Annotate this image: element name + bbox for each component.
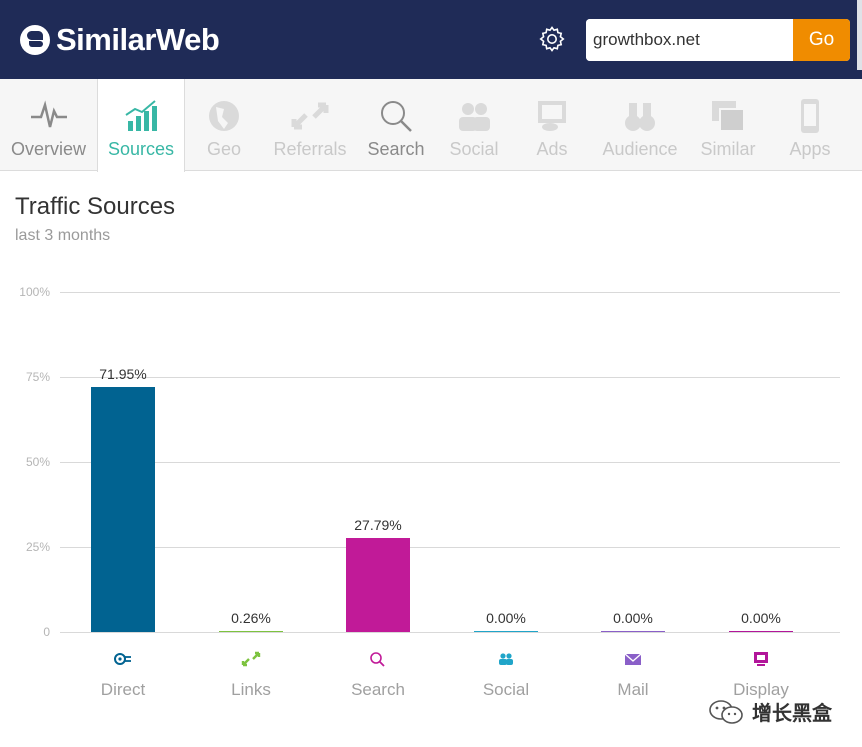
logo-mark-icon: [20, 25, 50, 55]
phone-icon: [801, 99, 819, 133]
gridline: [60, 547, 840, 548]
category-label: Links: [231, 680, 271, 699]
tab-label: Geo: [206, 139, 242, 159]
go-button[interactable]: Go: [793, 19, 850, 61]
tab-apps[interactable]: Apps: [767, 79, 853, 171]
traffic-sources-chart: 100% 75% 50% 25% 0 71.95% Direct 0.26% Links 27.7…: [0, 270, 862, 710]
tab-audience[interactable]: Audience: [591, 79, 689, 171]
y-tick-label: 75%: [25, 370, 50, 384]
tab-label: Sources: [107, 139, 175, 159]
tab-referrals[interactable]: Referrals: [263, 79, 357, 171]
tab-sources[interactable]: Sources: [97, 79, 185, 172]
display-icon: [751, 651, 771, 667]
similarweb-logo[interactable]: SimilarWeb: [20, 22, 220, 58]
tab-label: Audience: [602, 139, 678, 159]
direct-icon: [113, 651, 133, 667]
binoculars-icon: [625, 103, 655, 131]
domain-search: Go: [586, 19, 850, 61]
bar-display[interactable]: [729, 631, 793, 632]
globe-icon: [209, 101, 239, 131]
social-icon: [496, 651, 516, 667]
section-title: Traffic Sources: [15, 193, 176, 220]
bar-search[interactable]: [346, 537, 410, 632]
gear-icon[interactable]: [538, 25, 566, 53]
tab-social[interactable]: Social: [435, 79, 513, 171]
category-label: Direct: [100, 680, 146, 699]
section-subtitle: last 3 months: [15, 227, 111, 244]
tab-overview[interactable]: Overview: [0, 79, 97, 171]
ads-icon: [538, 101, 566, 131]
tab-similar[interactable]: Similar: [689, 79, 767, 171]
tab-label: Search: [367, 139, 425, 159]
bar-social[interactable]: [474, 631, 538, 632]
y-tick-label: 100%: [19, 285, 50, 299]
people-icon: [459, 103, 490, 131]
category-label: Search: [351, 680, 405, 699]
tab-label: Referrals: [273, 139, 347, 159]
tab-label: Ads: [536, 139, 568, 159]
bar-mail[interactable]: [601, 631, 665, 632]
bar-chart-icon: [125, 100, 157, 131]
bar-direct[interactable]: [91, 387, 155, 632]
mail-icon: [623, 651, 643, 667]
top-header: SimilarWeb Go: [0, 0, 862, 79]
windows-icon: [712, 101, 745, 132]
gridline: [60, 377, 840, 378]
category-label: Social: [482, 680, 530, 699]
tab-search[interactable]: Search: [357, 79, 435, 171]
gridline: [60, 462, 840, 463]
tab-label: Similar: [700, 139, 756, 159]
domain-search-input[interactable]: [586, 19, 793, 61]
tab-label: Overview: [10, 139, 86, 159]
bar-value-label: 0.26%: [231, 610, 271, 626]
y-tick-label: 50%: [25, 455, 50, 469]
tab-ads[interactable]: Ads: [513, 79, 591, 171]
magnifier-icon: [381, 101, 412, 132]
category-label: Mail: [617, 680, 649, 699]
scrollbar-edge[interactable]: [857, 0, 862, 70]
arrows-icon: [291, 102, 329, 130]
y-tick-label: 0: [43, 625, 50, 639]
bar-value-label: 71.95%: [99, 366, 147, 383]
wechat-icon: [709, 699, 743, 724]
bar-value-label: 27.79%: [354, 516, 402, 533]
watermark-text: 增长黑盒: [752, 703, 832, 725]
bar-value-label: 0.00%: [741, 610, 781, 626]
links-icon: [241, 651, 261, 667]
category-label: Display: [733, 680, 789, 699]
y-tick-label: 25%: [25, 540, 50, 554]
bar-links[interactable]: [219, 631, 283, 632]
brand-name: SimilarWeb: [56, 22, 220, 57]
tab-label: Apps: [789, 139, 831, 159]
gridline: [60, 292, 840, 293]
tab-label: Social: [449, 139, 499, 159]
pulse-icon: [30, 100, 67, 128]
watermark: 增长黑盒: [708, 697, 832, 726]
tab-geo[interactable]: Geo: [185, 79, 263, 171]
bar-value-label: 0.00%: [613, 610, 653, 626]
gridline: [60, 632, 840, 633]
section-tabs: Overview Sources Geo Referrals Search So…: [0, 79, 862, 172]
search-icon: [368, 651, 388, 667]
bar-value-label: 0.00%: [486, 610, 526, 626]
